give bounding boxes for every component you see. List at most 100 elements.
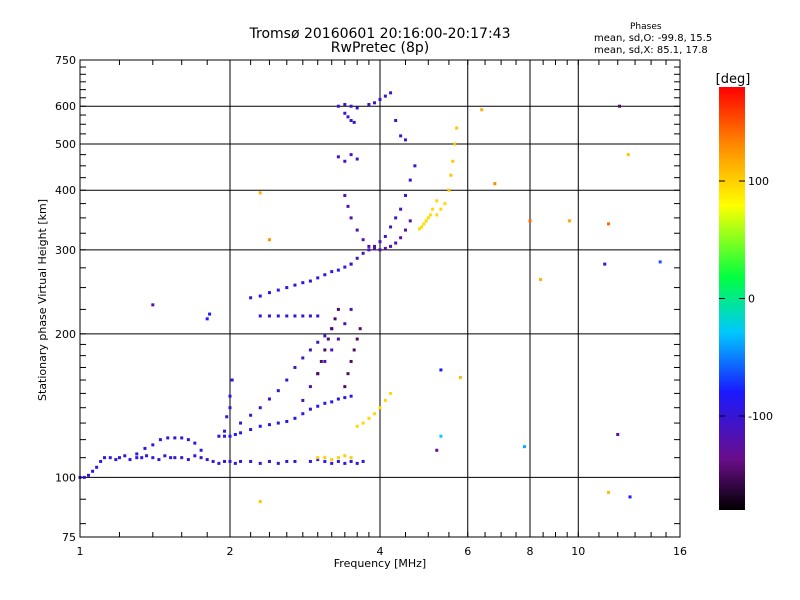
data-point (431, 207, 435, 211)
phases-x-stats: mean, sd,X: 85.1, 17.8 (594, 45, 708, 56)
data-point (316, 404, 320, 408)
plot-grid (79, 59, 681, 538)
data-point (355, 337, 359, 341)
data-point (343, 396, 347, 400)
data-point (301, 356, 305, 360)
data-point (451, 159, 455, 163)
data-point (140, 456, 144, 460)
colorbar-tick-label: -100 (748, 410, 773, 423)
data-point (378, 406, 382, 410)
data-point (267, 423, 271, 427)
data-point (267, 238, 271, 242)
data-point (389, 91, 393, 95)
data-point (157, 458, 161, 462)
data-point (193, 441, 197, 445)
data-point (308, 279, 312, 283)
data-point (323, 359, 327, 363)
data-point (435, 448, 439, 452)
data-point (349, 459, 353, 463)
data-point (343, 159, 347, 163)
data-point (249, 413, 253, 417)
data-point (439, 368, 443, 372)
data-point (169, 456, 173, 460)
data-point (373, 412, 377, 416)
data-point (239, 431, 243, 435)
data-point (228, 434, 232, 438)
data-point (208, 312, 212, 316)
data-point (233, 461, 237, 465)
data-point (394, 119, 398, 123)
data-point (323, 459, 327, 463)
data-point (539, 277, 543, 281)
data-point (239, 421, 243, 425)
data-point (413, 164, 417, 168)
x-tick-label: 8 (527, 545, 534, 558)
data-point (422, 222, 426, 226)
data-point (276, 288, 280, 292)
data-point (258, 461, 262, 465)
data-point (128, 458, 132, 462)
data-point (316, 456, 320, 460)
data-point (316, 458, 320, 462)
data-point (439, 434, 443, 438)
data-point (449, 173, 453, 177)
data-point (276, 461, 280, 465)
data-point (86, 473, 90, 477)
data-point (528, 219, 532, 223)
data-point (355, 157, 359, 161)
data-point (349, 216, 353, 220)
data-point (336, 268, 340, 272)
chart-subtitle: RwPretec (8p) (330, 40, 430, 56)
data-point (316, 372, 320, 376)
data-point (217, 434, 221, 438)
data-point (343, 385, 347, 389)
data-point (316, 276, 320, 280)
data-points (78, 91, 662, 504)
data-point (367, 244, 371, 248)
data-point (239, 459, 243, 463)
data-point (323, 401, 327, 405)
data-point (301, 412, 305, 416)
data-point (326, 337, 330, 341)
data-point (346, 115, 350, 119)
data-point (285, 459, 289, 463)
data-point (394, 216, 398, 220)
data-point (355, 461, 359, 465)
data-point (319, 359, 323, 363)
data-point (249, 428, 253, 432)
data-point (199, 456, 203, 460)
data-point (211, 459, 215, 463)
data-point (316, 340, 320, 344)
data-point (435, 213, 439, 217)
data-point (267, 291, 271, 295)
data-point (403, 138, 407, 142)
data-point (343, 461, 347, 465)
data-point (233, 433, 237, 437)
data-point (336, 104, 340, 108)
phases-header: Phases (630, 22, 662, 32)
data-point (135, 456, 139, 460)
x-tick-label: 6 (464, 545, 471, 558)
data-point (336, 155, 340, 159)
colorbar-ticks: 100 0 -100 (719, 175, 773, 423)
data-point (108, 456, 112, 460)
data-point (267, 314, 271, 318)
data-point (333, 317, 337, 321)
data-point (383, 398, 387, 402)
data-point (352, 120, 356, 124)
data-point (276, 314, 280, 318)
chart-title: Tromsø 20160601 20:16:00-20:17:43 (249, 26, 511, 42)
data-point (373, 244, 377, 248)
data-point (523, 445, 527, 449)
x-tick-label: 4 (377, 545, 384, 558)
data-point (228, 459, 232, 463)
data-point (285, 286, 289, 290)
y-tick-label: 100 (55, 471, 76, 484)
data-point (145, 454, 149, 458)
data-point (383, 94, 387, 98)
data-point (417, 227, 421, 231)
data-point (143, 446, 147, 450)
data-point (343, 454, 347, 458)
data-point (343, 103, 347, 107)
